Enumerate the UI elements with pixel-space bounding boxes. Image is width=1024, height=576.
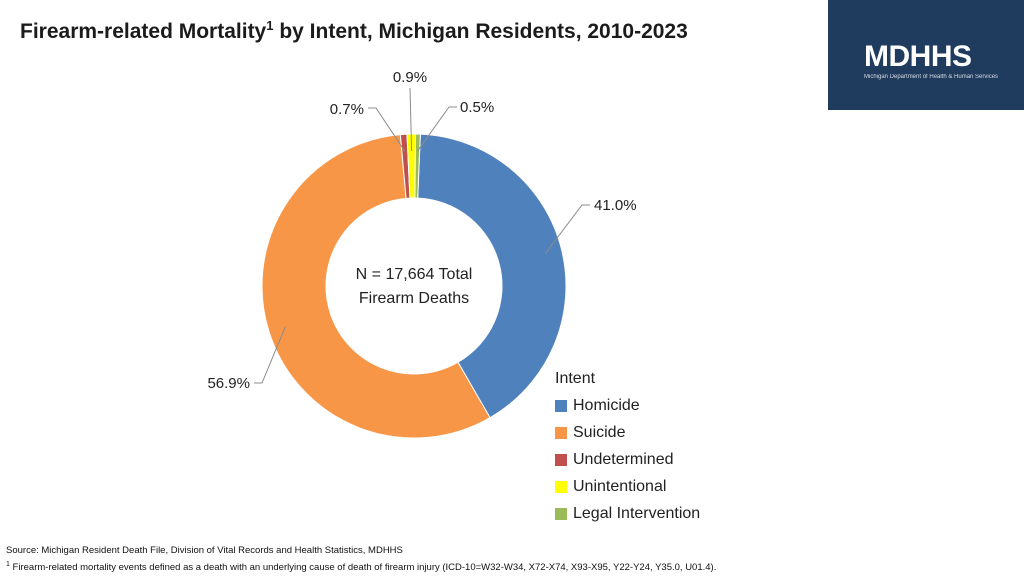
label-leader-lines xyxy=(254,87,590,384)
legend-label: Legal Intervention xyxy=(573,504,701,522)
logo-text: MDHHS xyxy=(864,40,972,73)
legend-title: Intent xyxy=(555,370,596,387)
legend-label: Suicide xyxy=(573,423,626,441)
legend-swatch xyxy=(555,399,567,412)
chart-title: Firearm-related Mortality1 by Intent, Mi… xyxy=(20,18,688,44)
leader-line-legal-intervention xyxy=(417,106,457,152)
data-label-homicide: 41.0% xyxy=(594,197,637,214)
data-labels: 41.0% 56.9% 0.7% 0.9% 0.5% xyxy=(207,69,636,392)
footnote-text: Firearm-related mortality events defined… xyxy=(9,562,717,574)
mdhhs-logo: MDHHS Michigan Department of Health & Hu… xyxy=(828,0,1024,110)
leader-line-homicide xyxy=(544,204,590,255)
legend-label: Homicide xyxy=(573,396,640,414)
legend-label: Unintentional xyxy=(573,477,667,495)
legend-item-unintentional: Unintentional xyxy=(555,473,700,500)
legend-item-homicide: Homicide xyxy=(555,392,700,419)
logo-subtitle: Michigan Department of Health & Human Se… xyxy=(864,74,999,80)
leader-line-suicide xyxy=(254,326,286,384)
title-main: Firearm-related Mortality xyxy=(20,20,267,43)
leader-line-undetermined xyxy=(368,107,406,152)
legend-swatch xyxy=(555,507,567,520)
data-label-unintentional: 0.9% xyxy=(393,69,427,86)
center-label-line-1: N = 17,664 Total xyxy=(356,266,473,283)
data-label-legal-intervention: 0.5% xyxy=(460,99,494,116)
legend-item-suicide: Suicide xyxy=(555,419,700,446)
donut-chart: 41.0%56.9%0.7%0.9%0.5% N = 17,664 Total … xyxy=(207,69,637,439)
leader-line-unintentional xyxy=(409,87,413,152)
title-rest: by Intent, Michigan Residents, 2010-2023 xyxy=(273,20,688,43)
slice-legal-intervention xyxy=(414,133,421,199)
footnote: 1 Firearm-related mortality events defin… xyxy=(6,558,716,575)
slice-homicide xyxy=(417,133,567,419)
legend-item-undetermined: Undetermined xyxy=(555,446,700,473)
legend-swatch xyxy=(555,426,567,439)
legend: Intent Homicide Suicide Undetermined Uninte… xyxy=(555,370,700,527)
data-label-undetermined: 0.7% xyxy=(330,101,364,118)
center-label-line-2: Firearm Deaths xyxy=(359,290,469,307)
legend-swatch xyxy=(555,480,567,493)
footer: Source: Michigan Resident Death File, Di… xyxy=(6,544,716,575)
legend-items: Homicide Suicide Undetermined Unintentional… xyxy=(555,392,700,527)
footnote-mark: 1 xyxy=(6,561,10,568)
donut-slices xyxy=(261,133,567,439)
legend-label: Undetermined xyxy=(573,450,674,468)
source-note: Source: Michigan Resident Death File, Di… xyxy=(6,545,403,556)
legend-swatch xyxy=(555,453,567,466)
slice-suicide xyxy=(261,134,491,439)
legend-item-legal-intervention: Legal Intervention xyxy=(555,500,700,527)
data-label-suicide: 56.9% xyxy=(207,375,250,392)
title-footnote-mark: 1 xyxy=(266,18,274,33)
